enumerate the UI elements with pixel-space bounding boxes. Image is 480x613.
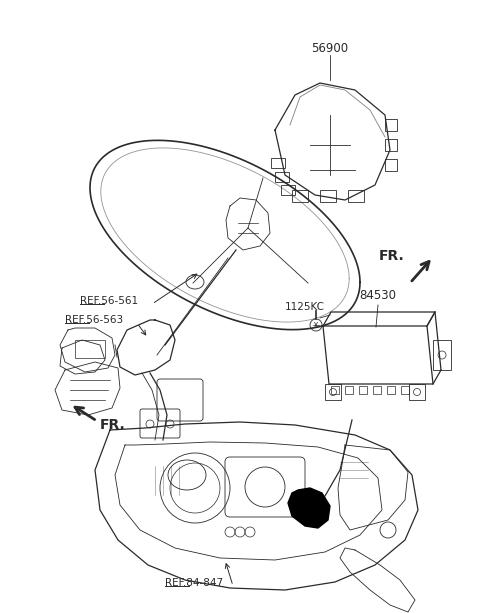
Bar [75, 340, 105, 358]
Bar [359, 386, 367, 394]
Bar [320, 190, 336, 202]
Bar [433, 340, 451, 370]
Text: 1125KC: 1125KC [285, 302, 325, 312]
Bar [345, 386, 353, 394]
Bar [348, 190, 364, 202]
Text: REF.84-847: REF.84-847 [165, 578, 223, 588]
Bar [331, 386, 339, 394]
Polygon shape [288, 488, 330, 528]
Bar [292, 190, 308, 202]
Bar [271, 158, 285, 168]
Text: REF.56-563: REF.56-563 [65, 315, 123, 325]
Text: 84530: 84530 [360, 289, 396, 302]
Bar [373, 386, 381, 394]
Text: FR.: FR. [379, 249, 405, 263]
Bar [385, 119, 397, 131]
Text: 56900: 56900 [312, 42, 348, 55]
Bar [385, 159, 397, 171]
Bar [401, 386, 409, 394]
Bar [281, 185, 295, 195]
Bar [325, 384, 341, 400]
Text: FR.: FR. [100, 418, 126, 432]
Bar [275, 172, 289, 182]
Bar [385, 139, 397, 151]
Bar [409, 384, 425, 400]
Text: REF.56-561: REF.56-561 [80, 296, 138, 306]
Bar [387, 386, 395, 394]
